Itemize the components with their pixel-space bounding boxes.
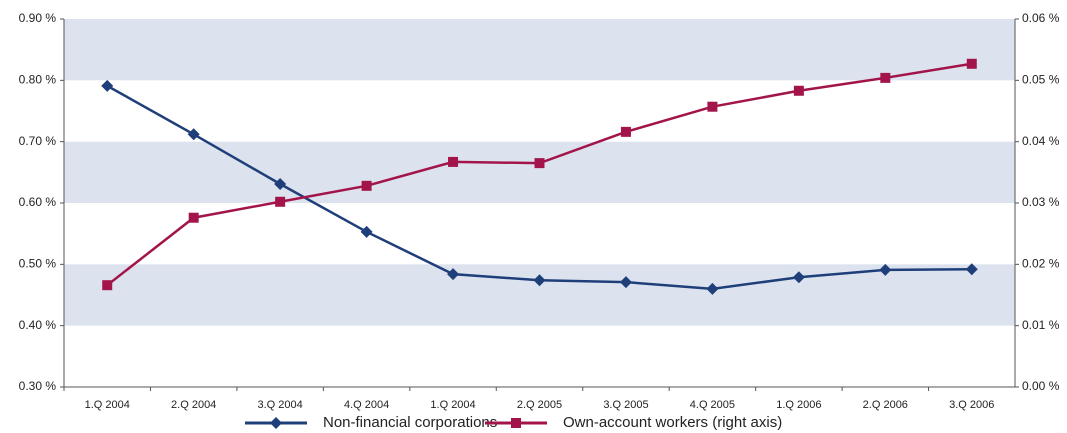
x-tick-label: 2.Q 2006 <box>863 399 908 411</box>
series <box>102 58 977 291</box>
data-point <box>448 156 459 167</box>
y-tick-label: 0.40 % <box>19 318 57 332</box>
data-point <box>187 128 200 141</box>
data-point <box>360 225 373 238</box>
data-point <box>188 212 199 223</box>
x-tick-label: 3.Q 2005 <box>603 399 648 411</box>
y2-tick-label: 0.04 % <box>1022 134 1060 148</box>
background-band <box>64 19 1015 81</box>
x-tick-label: 3.Q 2006 <box>949 399 994 411</box>
data-point <box>880 72 891 83</box>
y2-tick-label: 0.01 % <box>1022 318 1060 332</box>
data-point <box>102 280 113 291</box>
x-tick-label: 3.Q 2004 <box>258 399 303 411</box>
data-point <box>706 282 719 295</box>
legend-label: Own-account workers (right axis) <box>563 414 782 431</box>
x-tick-label: 2.Q 2005 <box>517 399 562 411</box>
y2-tick-label: 0.00 % <box>1022 379 1060 393</box>
x-tick-label: 1.Q 2004 <box>430 399 475 411</box>
data-point <box>793 85 804 96</box>
x-tick-label: 2.Q 2004 <box>171 399 216 411</box>
y-tick-label: 0.50 % <box>19 257 57 271</box>
background-band <box>64 141 1015 203</box>
legend-marker <box>511 418 521 428</box>
y2-tick-label: 0.03 % <box>1022 195 1060 209</box>
data-point <box>534 158 545 169</box>
y-tick-label: 0.80 % <box>19 73 57 87</box>
x-tick-label: 1.Q 2006 <box>776 399 821 411</box>
legend-marker <box>270 417 282 429</box>
data-point <box>879 263 892 276</box>
data-point <box>101 79 114 92</box>
y2-tick-label: 0.05 % <box>1022 73 1060 87</box>
x-tick-label: 1.Q 2004 <box>85 399 130 411</box>
data-point <box>620 126 631 137</box>
data-point <box>965 263 978 276</box>
data-point <box>361 180 372 191</box>
data-point <box>533 274 546 287</box>
series <box>101 79 978 295</box>
background-band <box>64 264 1015 326</box>
legend-label: Non-financial corporations <box>323 414 497 431</box>
y-tick-label: 0.60 % <box>19 195 57 209</box>
y2-tick-label: 0.02 % <box>1022 257 1060 271</box>
x-tick-label: 4.Q 2005 <box>690 399 735 411</box>
y-tick-label: 0.30 % <box>19 379 57 393</box>
y-tick-label: 0.70 % <box>19 134 57 148</box>
data-point <box>966 58 977 69</box>
data-point <box>447 268 460 281</box>
x-tick-label: 4.Q 2004 <box>344 399 389 411</box>
data-point <box>707 101 718 112</box>
data-point <box>792 271 805 284</box>
data-point <box>275 196 286 207</box>
data-point <box>619 276 632 289</box>
y2-tick-label: 0.06 % <box>1022 11 1060 25</box>
data-point <box>274 177 287 190</box>
y-tick-label: 0.90 % <box>19 11 57 25</box>
